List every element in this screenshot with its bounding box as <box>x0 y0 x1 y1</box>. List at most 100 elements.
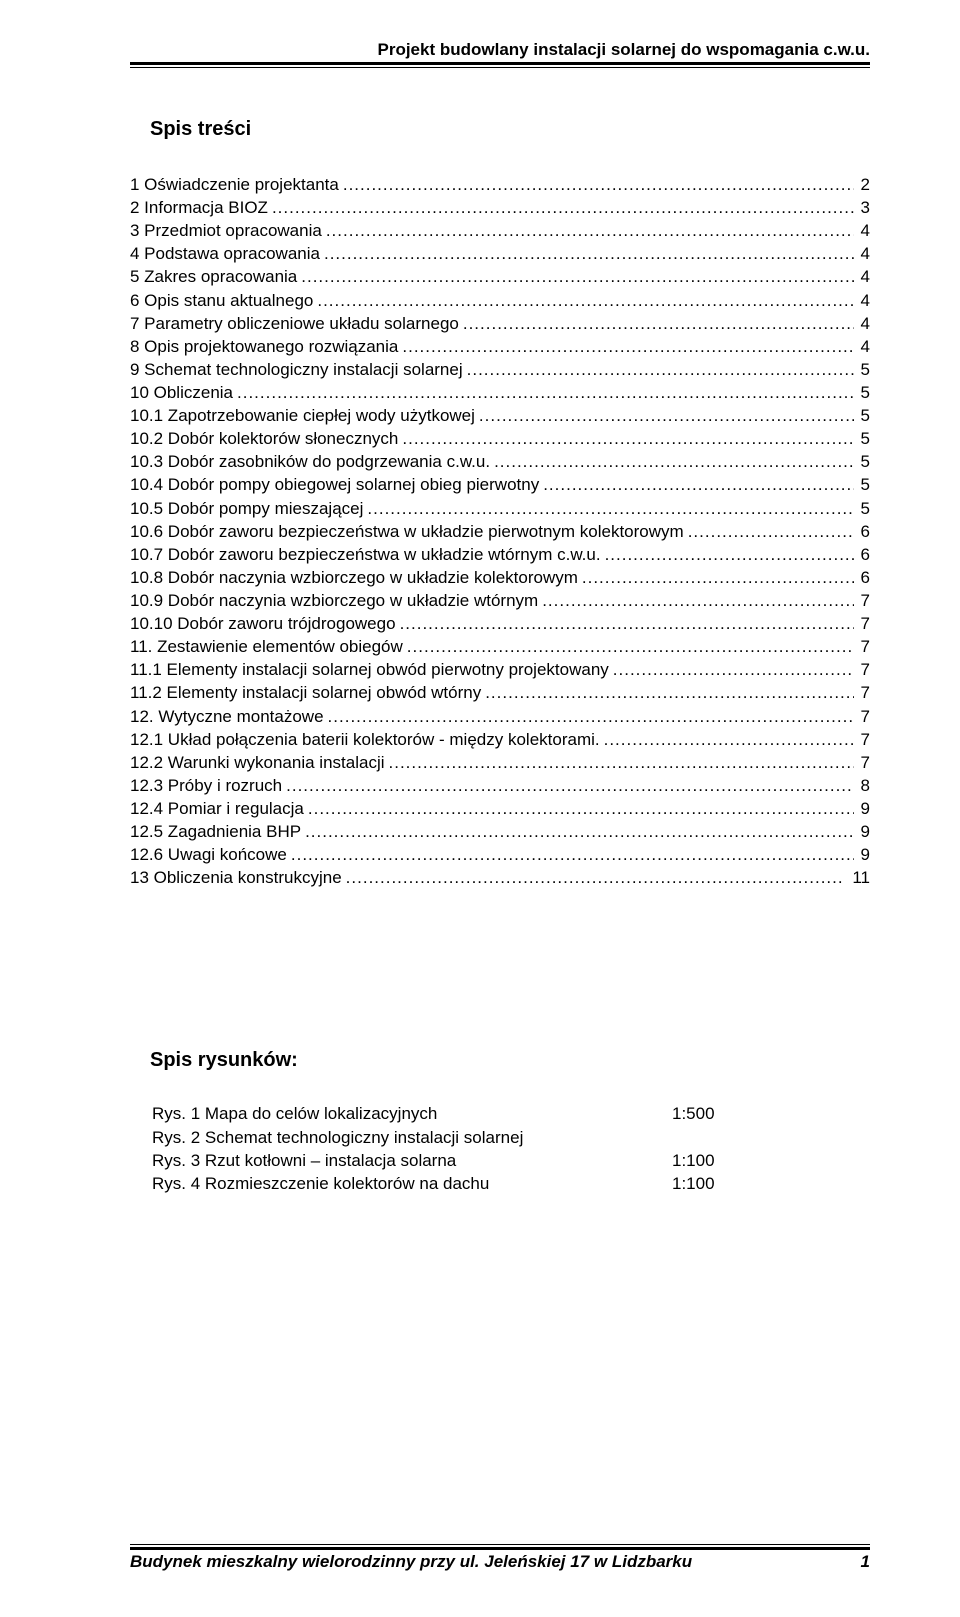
toc-leader-dots <box>613 658 854 681</box>
toc-entry-label: 12.5 Zagadnienia BHP <box>130 820 301 843</box>
toc-entry-page: 7 <box>858 658 870 681</box>
toc-entry-label: 11.2 Elementy instalacji solarnej obwód … <box>130 681 481 704</box>
toc-row: 1 Oświadczenie projektanta 2 <box>130 173 870 196</box>
toc-leader-dots <box>485 681 853 704</box>
footer-page-number: 1 <box>861 1552 870 1572</box>
toc-entry-page: 6 <box>858 566 870 589</box>
toc-row: 10.8 Dobór naczynia wzbiorczego w układz… <box>130 566 870 589</box>
toc-leader-dots <box>467 358 854 381</box>
toc-row: 4 Podstawa opracowania 4 <box>130 242 870 265</box>
toc-entry-label: 10.2 Dobór kolektorów słonecznych <box>130 427 398 450</box>
drawing-scale: 1:500 <box>672 1102 715 1125</box>
toc-leader-dots <box>305 820 853 843</box>
toc-row: 9 Schemat technologiczny instalacji sola… <box>130 358 870 381</box>
table-of-contents: 1 Oświadczenie projektanta22 Informacja … <box>130 173 870 889</box>
drawing-label: Rys. 4 Rozmieszczenie kolektorów na dach… <box>152 1172 672 1195</box>
toc-row: 10.7 Dobór zaworu bezpieczeństwa w układ… <box>130 543 870 566</box>
toc-entry-page: 11 <box>849 866 870 889</box>
toc-entry-label: 11. Zestawienie elementów obiegów <box>130 635 403 658</box>
toc-leader-dots <box>291 843 854 866</box>
page-header: Projekt budowlany instalacji solarnej do… <box>130 40 870 62</box>
toc-entry-page: 5 <box>858 473 870 496</box>
toc-entry-label: 12.1 Układ połączenia baterii kolektorów… <box>130 728 600 751</box>
toc-row: 12.5 Zagadnienia BHP 9 <box>130 820 870 843</box>
header-rule-thin <box>130 67 870 68</box>
toc-entry-label: 6 Opis stanu aktualnego <box>130 289 313 312</box>
toc-entry-page: 8 <box>858 774 870 797</box>
document-page: Projekt budowlany instalacji solarnej do… <box>0 0 960 1617</box>
toc-leader-dots <box>543 473 853 496</box>
toc-row: 12.3 Próby i rozruch 8 <box>130 774 870 797</box>
toc-row: 10.2 Dobór kolektorów słonecznych5 <box>130 427 870 450</box>
toc-row: 12. Wytyczne montażowe 7 <box>130 705 870 728</box>
toc-entry-label: 10.3 Dobór zasobników do podgrzewania c.… <box>130 450 490 473</box>
toc-row: 12.4 Pomiar i regulacja9 <box>130 797 870 820</box>
toc-entry-label: 10.7 Dobór zaworu bezpieczeństwa w układ… <box>130 543 601 566</box>
toc-leader-dots <box>604 728 854 751</box>
toc-leader-dots <box>367 497 853 520</box>
toc-row: 2 Informacja BIOZ 3 <box>130 196 870 219</box>
toc-entry-label: 7 Parametry obliczeniowe układu solarneg… <box>130 312 459 335</box>
toc-leader-dots <box>463 312 854 335</box>
toc-entry-page: 4 <box>858 242 870 265</box>
toc-entry-label: 1 Oświadczenie projektanta <box>130 173 339 196</box>
toc-leader-dots <box>301 265 853 288</box>
toc-entry-label: 10.9 Dobór naczynia wzbiorczego w układz… <box>130 589 538 612</box>
footer-text: Budynek mieszkalny wielorodzinny przy ul… <box>130 1552 692 1572</box>
toc-entry-label: 9 Schemat technologiczny instalacji sola… <box>130 358 463 381</box>
toc-entry-label: 2 Informacja BIOZ <box>130 196 268 219</box>
toc-entry-label: 12.2 Warunki wykonania instalacji <box>130 751 385 774</box>
toc-entry-page: 4 <box>858 265 870 288</box>
toc-row: 12.2 Warunki wykonania instalacji7 <box>130 751 870 774</box>
toc-title: Spis treści <box>150 118 870 141</box>
drawing-label: Rys. 1 Mapa do celów lokalizacyjnych <box>152 1102 672 1125</box>
toc-row: 13 Obliczenia konstrukcyjne 11 <box>130 866 870 889</box>
toc-entry-page: 7 <box>858 681 870 704</box>
drawing-row: Rys. 3 Rzut kotłowni – instalacja solarn… <box>152 1149 870 1172</box>
toc-entry-page: 5 <box>858 404 870 427</box>
toc-entry-label: 11.1 Elementy instalacji solarnej obwód … <box>130 658 609 681</box>
toc-leader-dots <box>286 774 853 797</box>
footer-row: Budynek mieszkalny wielorodzinny przy ul… <box>130 1552 870 1572</box>
toc-leader-dots <box>402 335 853 358</box>
drawing-row: Rys. 4 Rozmieszczenie kolektorów na dach… <box>152 1172 870 1195</box>
toc-row: 10.10 Dobór zaworu trójdrogowego7 <box>130 612 870 635</box>
toc-entry-page: 9 <box>858 843 870 866</box>
toc-entry-label: 10.6 Dobór zaworu bezpieczeństwa w układ… <box>130 520 684 543</box>
toc-entry-label: 10.1 Zapotrzebowanie ciepłej wody użytko… <box>130 404 475 427</box>
toc-entry-label: 10 Obliczenia <box>130 381 233 404</box>
toc-entry-page: 5 <box>858 497 870 520</box>
toc-entry-label: 13 Obliczenia konstrukcyjne <box>130 866 342 889</box>
toc-row: 5 Zakres opracowania 4 <box>130 265 870 288</box>
toc-row: 3 Przedmiot opracowania4 <box>130 219 870 242</box>
toc-leader-dots <box>324 242 854 265</box>
toc-row: 10.4 Dobór pompy obiegowej solarnej obie… <box>130 473 870 496</box>
toc-entry-page: 6 <box>858 520 870 543</box>
toc-entry-page: 7 <box>858 728 870 751</box>
toc-entry-page: 3 <box>858 196 870 219</box>
toc-entry-label: 12. Wytyczne montażowe <box>130 705 324 728</box>
toc-entry-page: 9 <box>858 820 870 843</box>
toc-leader-dots <box>272 196 854 219</box>
toc-entry-label: 12.4 Pomiar i regulacja <box>130 797 304 820</box>
toc-leader-dots <box>237 381 854 404</box>
toc-leader-dots <box>326 219 854 242</box>
toc-entry-label: 10.4 Dobór pompy obiegowej solarnej obie… <box>130 473 539 496</box>
toc-entry-page: 2 <box>858 173 870 196</box>
drawing-row: Rys. 1 Mapa do celów lokalizacyjnych1:50… <box>152 1102 870 1125</box>
toc-entry-label: 12.3 Próby i rozruch <box>130 774 282 797</box>
drawings-list: Rys. 1 Mapa do celów lokalizacyjnych1:50… <box>152 1102 870 1194</box>
toc-entry-label: 4 Podstawa opracowania <box>130 242 320 265</box>
toc-entry-label: 5 Zakres opracowania <box>130 265 297 288</box>
footer-rule-thick <box>130 1547 870 1550</box>
toc-leader-dots <box>407 635 854 658</box>
toc-leader-dots <box>494 450 853 473</box>
toc-entry-page: 7 <box>858 705 870 728</box>
drawing-label: Rys. 2 Schemat technologiczny instalacji… <box>152 1126 672 1149</box>
toc-row: 10 Obliczenia5 <box>130 381 870 404</box>
toc-leader-dots <box>605 543 854 566</box>
toc-leader-dots <box>346 866 846 889</box>
drawing-scale: 1:100 <box>672 1172 715 1195</box>
toc-entry-label: 10.5 Dobór pompy mieszającej <box>130 497 363 520</box>
toc-entry-label: 10.8 Dobór naczynia wzbiorczego w układz… <box>130 566 578 589</box>
